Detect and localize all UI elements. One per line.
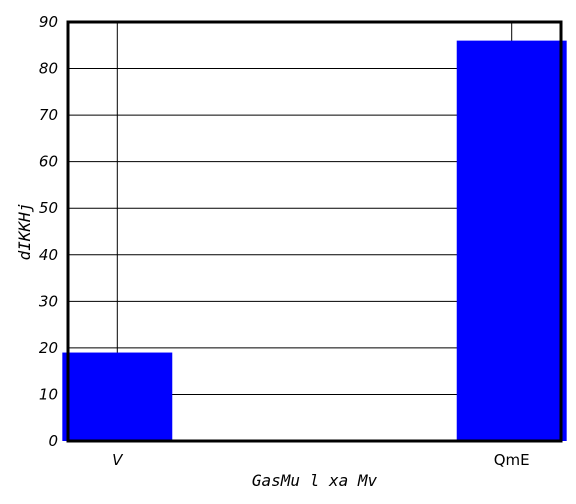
y-axis-label: dIKKHj: [15, 203, 34, 261]
x-tick-labels: V QmE: [112, 451, 529, 469]
y-tick-label: 40: [39, 246, 58, 264]
y-tick-label: 80: [39, 60, 58, 78]
x-tick-label: V: [112, 451, 124, 469]
y-tick-labels: 0 10 20 30 40 50 60 70 80 90: [39, 13, 58, 450]
x-tick-label: QmE: [494, 451, 530, 469]
y-tick-label: 70: [39, 106, 58, 124]
y-tick-label: 10: [39, 385, 58, 403]
x-axis-label: GasMu l xa Mv: [252, 471, 378, 490]
bars: [62, 40, 567, 441]
y-tick-label: 90: [39, 13, 58, 31]
y-tick-label: 0: [48, 432, 58, 450]
plot-frame: [66, 20, 563, 443]
bar-V: [62, 352, 173, 441]
y-tick-label: 50: [39, 199, 58, 217]
y-tick-label: 30: [39, 292, 58, 310]
bar-QmE: [456, 40, 567, 441]
y-tick-label: 60: [39, 153, 58, 171]
y-tick-label: 20: [39, 339, 58, 357]
